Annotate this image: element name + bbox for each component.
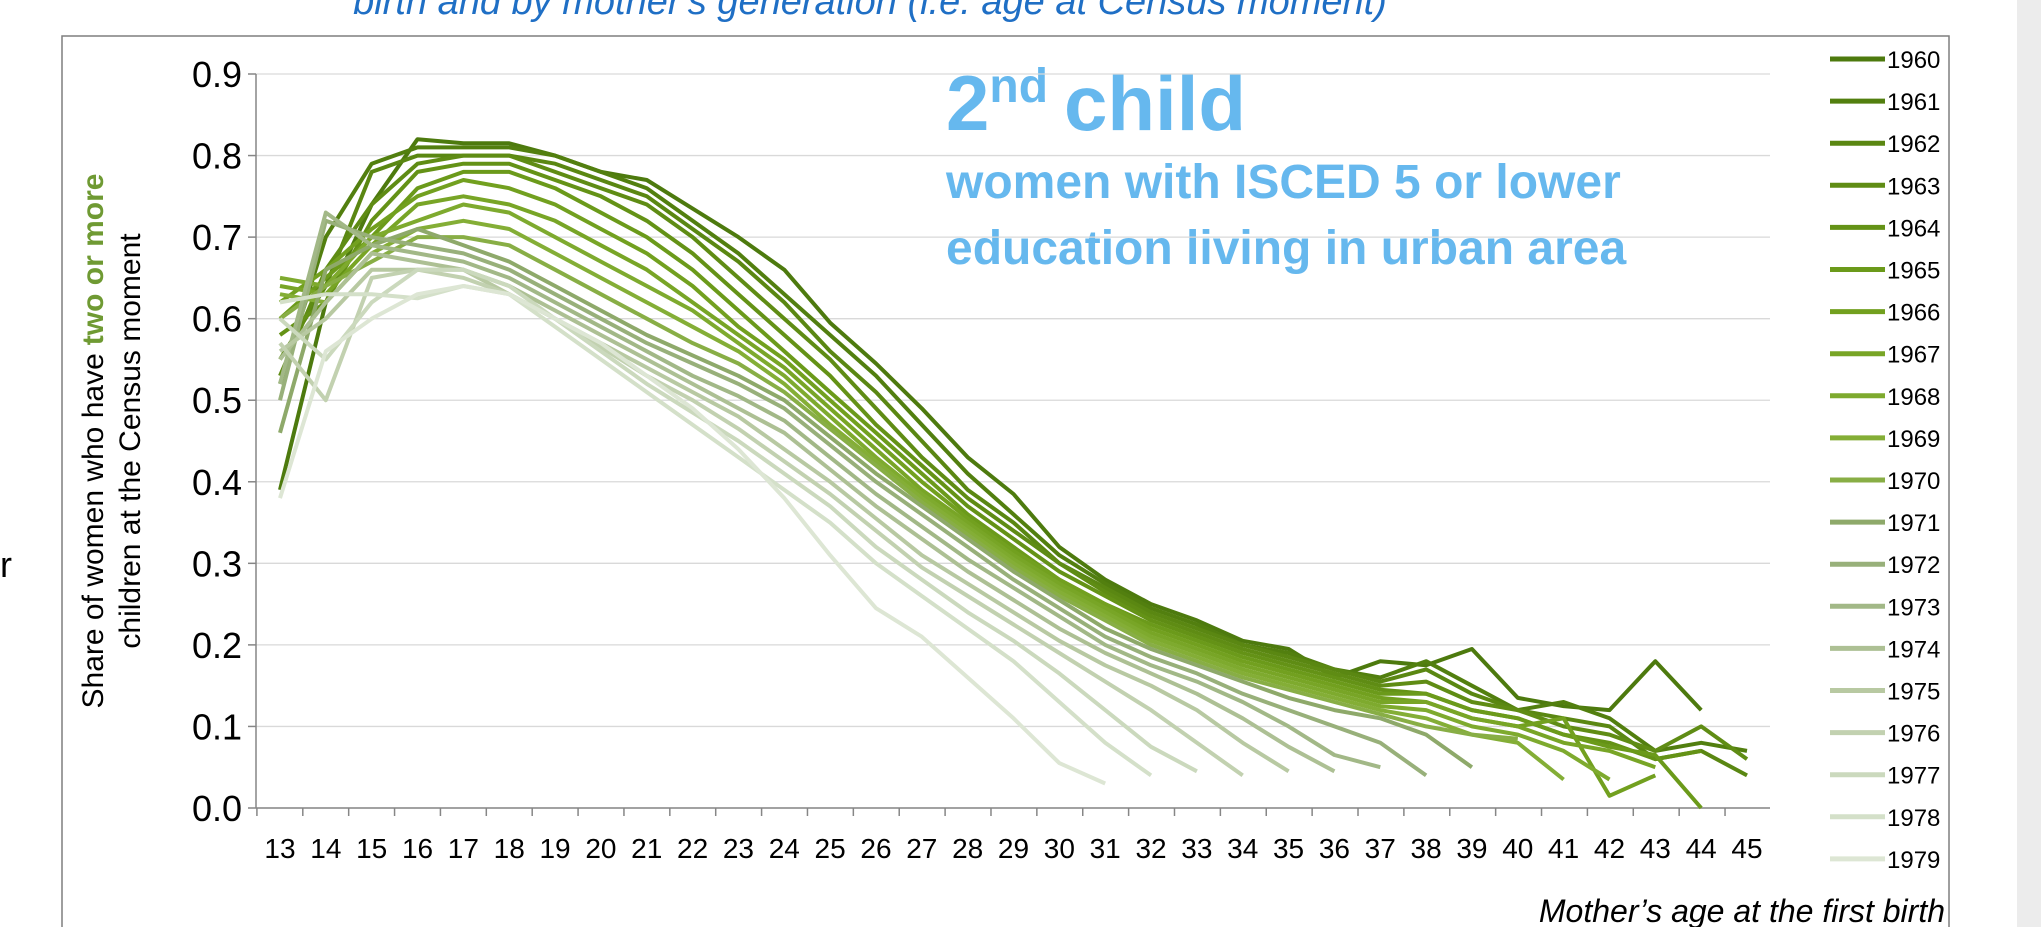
y-tick-label: 0.3 bbox=[192, 543, 242, 584]
x-tick-label: 42 bbox=[1594, 833, 1625, 864]
legend-label: 1972 bbox=[1887, 552, 1940, 579]
series-line bbox=[278, 137, 1703, 713]
x-tick-label: 31 bbox=[1090, 833, 1121, 864]
y-tick-label: 0.9 bbox=[192, 54, 242, 95]
x-tick-label: 40 bbox=[1502, 833, 1533, 864]
legend-label: 1973 bbox=[1887, 594, 1940, 621]
series-line bbox=[278, 267, 1198, 774]
legend-label: 1977 bbox=[1887, 763, 1940, 790]
x-tick-label: 22 bbox=[677, 833, 708, 864]
series-line bbox=[278, 267, 1244, 778]
series-line bbox=[278, 153, 1749, 761]
annotation-line: women with ISCED 5 or lower bbox=[945, 156, 1621, 209]
x-tick-label: 24 bbox=[769, 833, 800, 864]
x-tick-label: 32 bbox=[1135, 833, 1166, 864]
series-line bbox=[278, 153, 1748, 778]
x-tick-label: 19 bbox=[539, 833, 570, 864]
x-tick-label: 16 bbox=[402, 833, 433, 864]
legend-label: 1963 bbox=[1887, 173, 1940, 200]
side-text: r bbox=[0, 544, 12, 585]
x-tick-label: 28 bbox=[952, 833, 983, 864]
annotation-main: 2 bbox=[946, 59, 989, 147]
legend-label: 1961 bbox=[1887, 89, 1940, 116]
series-line bbox=[279, 284, 1153, 778]
series-line bbox=[278, 218, 1428, 778]
legend-label: 1976 bbox=[1887, 721, 1940, 748]
y-label-highlight: two or more bbox=[77, 174, 110, 346]
annotation-sup: nd bbox=[989, 60, 1048, 113]
series-line bbox=[278, 169, 1703, 810]
x-tick-label: 27 bbox=[906, 833, 937, 864]
x-tick-label: 36 bbox=[1319, 833, 1350, 864]
x-tick-label: 15 bbox=[356, 833, 387, 864]
series-line bbox=[279, 218, 1565, 782]
y-tick-label: 0.0 bbox=[192, 788, 242, 829]
x-tick-label: 14 bbox=[310, 833, 341, 864]
side-strip bbox=[2017, 0, 2041, 927]
legend-label: 1962 bbox=[1887, 131, 1940, 158]
series-line bbox=[279, 194, 1656, 770]
x-tick-label: 20 bbox=[585, 833, 616, 864]
legend-label: 1975 bbox=[1887, 679, 1940, 706]
y-tick-label: 0.6 bbox=[192, 299, 242, 340]
series-line bbox=[279, 202, 1611, 782]
legend-label: 1970 bbox=[1887, 468, 1940, 495]
x-tick-label: 26 bbox=[860, 833, 891, 864]
x-tick-label: 37 bbox=[1365, 833, 1396, 864]
y-label-line1: Share of women who have two or more bbox=[77, 174, 110, 709]
series-line bbox=[278, 227, 1474, 769]
legend-label: 1979 bbox=[1887, 847, 1940, 874]
legend-label: 1968 bbox=[1887, 384, 1940, 411]
x-axis-label: Mother’s age at the first birth bbox=[1539, 893, 1945, 927]
series-line bbox=[278, 284, 1107, 786]
y-tick-label: 0.5 bbox=[192, 380, 242, 421]
legend-label: 1966 bbox=[1887, 300, 1940, 327]
x-tick-label: 35 bbox=[1273, 833, 1304, 864]
annotation-line: education living in urban area bbox=[946, 222, 1626, 275]
y-axis-label: Share of women who have two or more child… bbox=[77, 174, 147, 709]
x-tick-label: 44 bbox=[1686, 833, 1717, 864]
legend-label: 1974 bbox=[1887, 636, 1940, 663]
x-tick-label: 25 bbox=[815, 833, 846, 864]
y-tick-label: 0.2 bbox=[192, 625, 242, 666]
legend-label: 1965 bbox=[1887, 258, 1940, 285]
x-tick-label: 17 bbox=[448, 833, 479, 864]
legend-label: 1960 bbox=[1887, 47, 1940, 74]
y-tick-label: 0.7 bbox=[192, 217, 242, 258]
x-tick-label: 34 bbox=[1227, 833, 1258, 864]
x-tick-label: 21 bbox=[631, 833, 662, 864]
series-line bbox=[278, 210, 1381, 770]
chart-title: birth and by mother's generation (i.e. a… bbox=[353, 0, 1387, 23]
y-label-text: Share of women who have bbox=[77, 353, 110, 708]
y-tick-label: 0.8 bbox=[192, 136, 242, 177]
legend-label: 1967 bbox=[1887, 342, 1940, 369]
series-line bbox=[278, 145, 1748, 753]
y-label-line2: children at the Census moment bbox=[114, 233, 147, 649]
x-tick-label: 43 bbox=[1640, 833, 1671, 864]
x-tick-label: 29 bbox=[998, 833, 1029, 864]
x-tick-label: 39 bbox=[1456, 833, 1487, 864]
legend-label: 1964 bbox=[1887, 215, 1940, 242]
x-tick-label: 23 bbox=[723, 833, 754, 864]
x-tick-label: 13 bbox=[264, 833, 295, 864]
legend-label: 1971 bbox=[1887, 510, 1940, 537]
legend-label: 1978 bbox=[1887, 805, 1940, 832]
annotation-rest: child bbox=[1064, 59, 1246, 147]
x-tick-label: 30 bbox=[1044, 833, 1075, 864]
y-tick-label: 0.4 bbox=[192, 462, 242, 503]
series-line bbox=[278, 235, 1518, 741]
x-tick-label: 38 bbox=[1411, 833, 1442, 864]
y-tick-label: 0.1 bbox=[192, 706, 242, 747]
x-tick-label: 33 bbox=[1181, 833, 1212, 864]
legend-label: 1969 bbox=[1887, 426, 1940, 453]
x-tick-label: 41 bbox=[1548, 833, 1579, 864]
x-tick-label: 18 bbox=[494, 833, 525, 864]
x-tick-label: 45 bbox=[1731, 833, 1762, 864]
